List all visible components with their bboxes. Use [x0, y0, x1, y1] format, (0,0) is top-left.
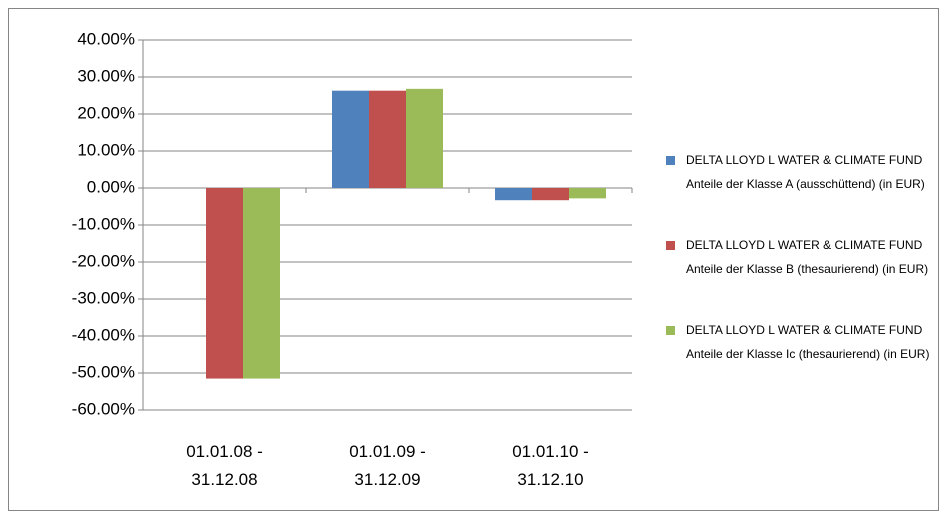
y-tick-label: 30.00%: [77, 66, 135, 85]
chart-border: [8, 8, 939, 511]
bar: [243, 188, 280, 379]
y-tick-label: -40.00%: [72, 325, 135, 344]
y-tick-label: -30.00%: [72, 288, 135, 307]
legend-label: DELTA LLOYD L WATER & CLIMATE FUND Antei…: [686, 153, 925, 191]
y-tick-label: 0.00%: [87, 177, 135, 196]
legend-swatch: [666, 326, 675, 335]
x-tick-label: 01.01.08 - 31.12.08: [186, 442, 263, 489]
legend-swatch: [666, 156, 675, 165]
y-tick-label: 10.00%: [77, 140, 135, 159]
legend-label: DELTA LLOYD L WATER & CLIMATE FUND Antei…: [686, 238, 929, 276]
x-tick-label: 01.01.10 - 31.12.10: [512, 442, 589, 489]
x-tick-label: 01.01.09 - 31.12.09: [349, 442, 426, 489]
bar: [532, 188, 569, 201]
bar: [332, 90, 369, 188]
y-tick-label: -50.00%: [72, 362, 135, 381]
bar: [569, 188, 606, 199]
y-tick-label: -10.00%: [72, 214, 135, 233]
y-tick-label: -60.00%: [72, 399, 135, 418]
bar: [495, 188, 532, 201]
bar: [406, 88, 443, 188]
bar: [206, 188, 243, 379]
y-tick-label: 20.00%: [77, 103, 135, 122]
legend-swatch: [666, 241, 675, 250]
y-tick-label: -20.00%: [72, 251, 135, 270]
bar: [369, 90, 406, 188]
legend-label: DELTA LLOYD L WATER & CLIMATE FUND Antei…: [686, 323, 930, 361]
y-tick-label: 40.00%: [77, 29, 135, 48]
